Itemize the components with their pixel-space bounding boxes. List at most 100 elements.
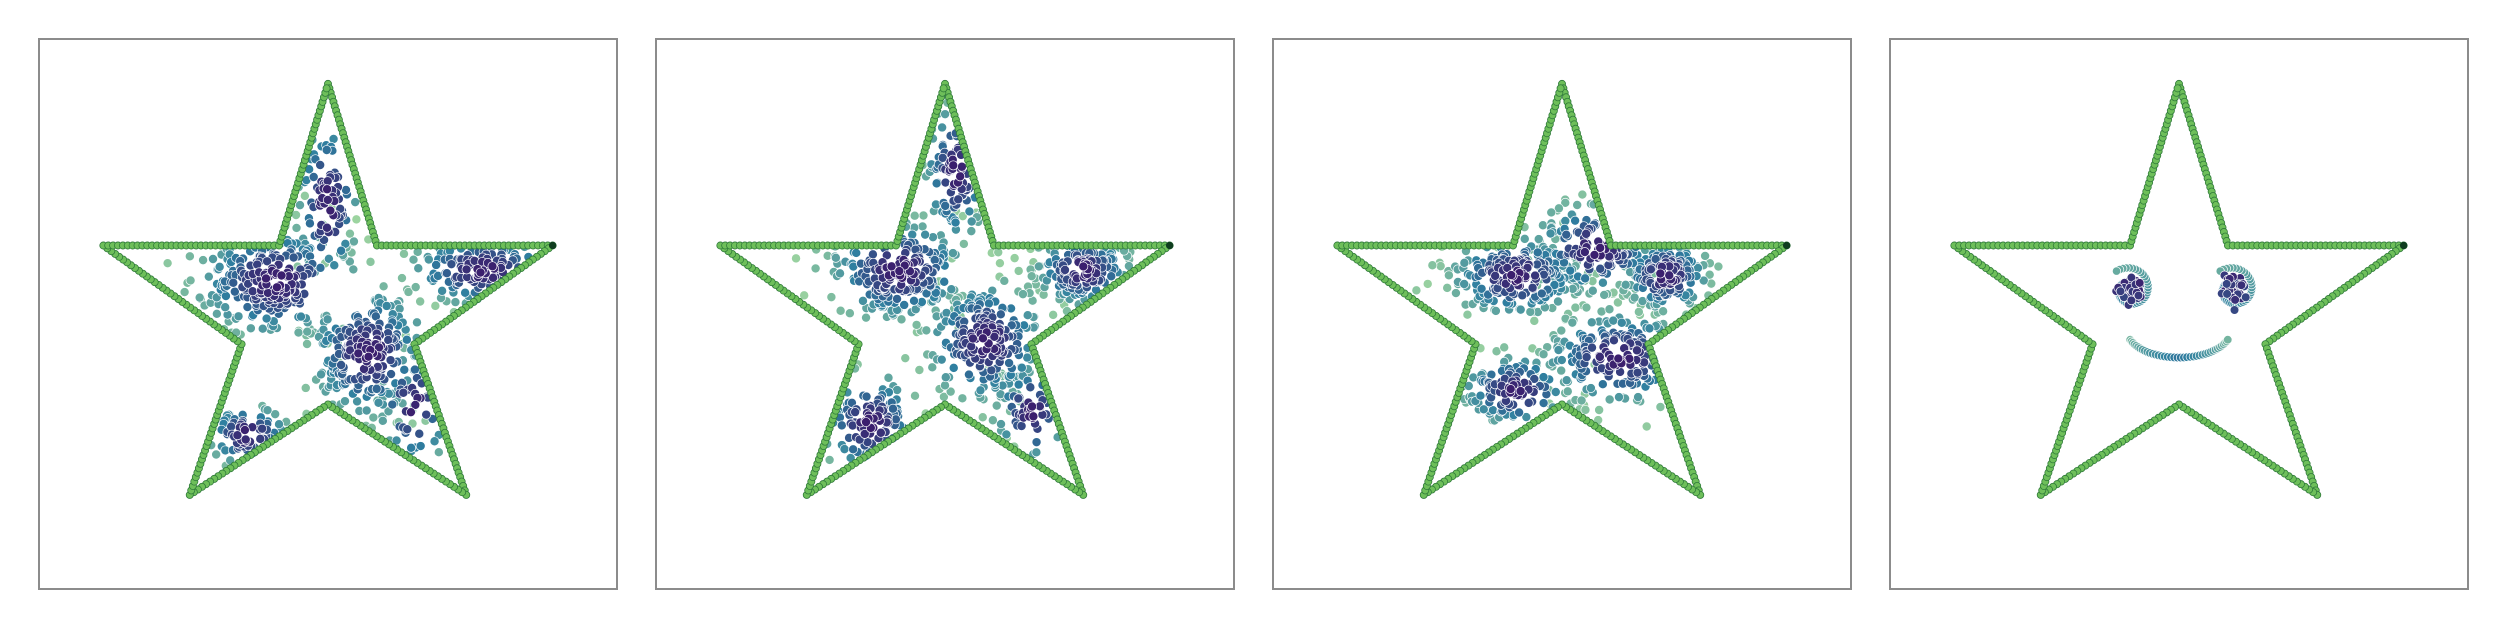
sample-point	[433, 447, 444, 458]
sample-point	[387, 399, 398, 410]
sample-point	[408, 254, 419, 265]
sample-point	[1581, 228, 1592, 239]
sample-point	[940, 372, 951, 383]
sample-point	[931, 178, 942, 189]
sample-point	[867, 249, 878, 260]
sample-point	[1560, 197, 1571, 208]
sample-point	[1459, 257, 1470, 268]
sample-point	[240, 434, 251, 445]
sample-point	[1549, 280, 1560, 290]
sample-point	[1475, 390, 1486, 401]
sample-point	[239, 425, 250, 435]
eye-point	[2241, 292, 2251, 302]
sample-point	[957, 393, 968, 404]
sample-point	[185, 275, 196, 286]
eye-point	[2126, 272, 2137, 283]
sample-point	[918, 210, 929, 221]
sample-point	[1585, 383, 1596, 393]
sample-point	[214, 261, 225, 272]
sample-point	[397, 273, 407, 283]
sample-point	[1538, 349, 1549, 360]
sample-point	[184, 251, 195, 262]
sample-point	[211, 308, 222, 319]
sample-point	[1572, 200, 1583, 210]
sample-point	[1028, 411, 1039, 422]
sample-point	[1609, 335, 1619, 346]
sample-point	[956, 161, 967, 172]
sample-point	[373, 397, 384, 408]
sample-point	[1529, 315, 1540, 326]
sample-point	[368, 412, 379, 423]
sample-point	[1016, 362, 1027, 373]
sample-point	[1655, 402, 1666, 412]
sample-point	[1576, 395, 1587, 406]
sample-point	[861, 312, 871, 323]
sample-point	[321, 145, 332, 155]
sample-point	[412, 317, 422, 328]
sample-point	[1521, 412, 1532, 422]
star-panel-2	[655, 38, 1235, 590]
sample-point	[939, 276, 950, 287]
eye-point	[2133, 290, 2144, 301]
sample-point	[875, 427, 886, 438]
sample-point	[401, 334, 412, 345]
sample-point	[345, 228, 355, 239]
sample-point	[325, 205, 336, 216]
sample-point	[1567, 317, 1578, 328]
sample-point	[1620, 279, 1631, 290]
sample-point	[302, 326, 313, 337]
sample-point	[1060, 265, 1070, 275]
sample-point	[1579, 247, 1590, 257]
sample-point	[1538, 372, 1549, 383]
sample-point	[276, 270, 287, 281]
star-panel-3	[1272, 38, 1852, 590]
sample-point	[302, 339, 312, 349]
sample-point	[836, 420, 847, 431]
eye-point	[2221, 279, 2232, 289]
sample-point	[336, 360, 347, 370]
sample-point	[293, 327, 304, 338]
sample-point	[950, 217, 961, 228]
sample-point	[1022, 352, 1033, 363]
eye-point	[2230, 295, 2240, 305]
sample-point	[858, 295, 868, 306]
sample-point	[403, 287, 414, 297]
sample-point	[340, 396, 350, 407]
sample-point	[1704, 269, 1715, 280]
sample-point	[1633, 307, 1644, 317]
sample-point	[964, 369, 974, 380]
sample-point	[261, 313, 272, 324]
sample-point	[1013, 379, 1024, 390]
sample-point	[958, 238, 969, 249]
sample-point	[437, 285, 448, 296]
sample-point	[967, 333, 978, 344]
sample-point	[232, 430, 243, 441]
sample-point	[1004, 358, 1014, 368]
sample-point	[1587, 342, 1597, 353]
sample-point	[203, 271, 214, 282]
sample-point	[1427, 260, 1438, 271]
sample-point	[399, 248, 409, 259]
sample-point	[1604, 394, 1615, 405]
sample-point	[348, 264, 359, 275]
sample-point	[322, 184, 333, 195]
sample-point	[1645, 264, 1656, 275]
sample-point	[892, 293, 902, 304]
smile-point	[2223, 335, 2233, 345]
sample-point	[1545, 228, 1556, 239]
sample-point	[1490, 270, 1501, 281]
sample-point	[896, 314, 907, 325]
sample-point	[162, 258, 173, 269]
sample-point	[1523, 397, 1534, 408]
sample-point	[381, 301, 392, 311]
sample-point	[299, 190, 310, 201]
sample-point	[940, 177, 951, 188]
sample-point	[295, 200, 305, 211]
sample-point	[336, 245, 347, 256]
sample-point	[1612, 297, 1623, 308]
sample-point	[987, 415, 998, 426]
sample-point	[995, 309, 1006, 320]
sample-point	[179, 287, 190, 297]
sample-point	[441, 268, 452, 279]
sample-point	[1580, 273, 1591, 284]
